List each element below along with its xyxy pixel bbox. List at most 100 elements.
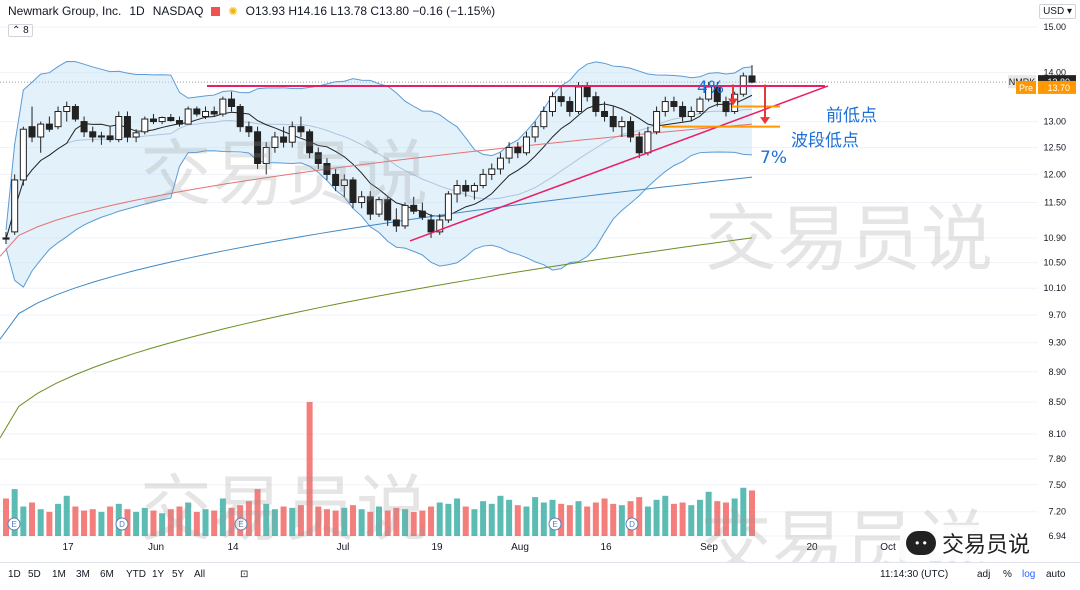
log-toggle[interactable]: log xyxy=(1022,569,1036,580)
volume-bar xyxy=(497,495,504,536)
candle xyxy=(193,108,201,115)
candle xyxy=(80,121,88,133)
volume-bar xyxy=(63,495,70,536)
candle xyxy=(314,152,322,165)
candle xyxy=(366,196,374,215)
date-range-icon[interactable]: ⊡ xyxy=(240,569,249,580)
volume-bar xyxy=(714,501,721,536)
price-tick-label: 9.30 xyxy=(1048,338,1066,348)
volume-bar xyxy=(323,509,330,536)
candle xyxy=(349,179,357,204)
pre-tag-label: Pre xyxy=(1019,83,1033,93)
clock-utc[interactable]: 11:14:30 (UTC) xyxy=(880,569,949,580)
price-tick-label: 6.94 xyxy=(1048,531,1066,541)
candle xyxy=(297,126,305,133)
candle xyxy=(210,110,218,115)
flag-icon[interactable] xyxy=(211,6,221,16)
volume-bar xyxy=(263,503,270,536)
volume-bar xyxy=(55,503,62,536)
volume-bar xyxy=(436,502,443,536)
volume-bar xyxy=(211,510,218,536)
candle xyxy=(679,106,687,118)
event-marker-label: E xyxy=(11,520,16,529)
timeframe-5y[interactable]: 5Y xyxy=(172,569,185,580)
candle xyxy=(19,128,27,181)
volume-bar xyxy=(679,502,686,536)
candle xyxy=(627,121,635,138)
candle xyxy=(175,120,183,125)
candle xyxy=(97,135,105,138)
symbol-title[interactable]: Newmark Group, Inc. xyxy=(8,4,122,18)
price-tick-label: 12.50 xyxy=(1043,142,1066,152)
price-tick-label: 12.00 xyxy=(1043,169,1066,179)
indicator-count: 8 xyxy=(23,25,29,36)
candle xyxy=(54,110,62,128)
time-tick-label: 14 xyxy=(227,542,239,553)
price-tick-label: 10.90 xyxy=(1043,233,1066,243)
time-tick-label: Oct xyxy=(880,542,896,553)
interval-label[interactable]: 1D xyxy=(129,4,145,18)
currency-selector[interactable]: USD ▾ xyxy=(1039,4,1076,19)
price-tick-label: 7.20 xyxy=(1048,507,1066,517)
time-tick-label: 17 xyxy=(62,542,74,553)
volume-bar xyxy=(46,511,53,536)
timeframe-1y[interactable]: 1Y xyxy=(152,569,165,580)
timeframe-3m[interactable]: 3M xyxy=(76,569,90,580)
volume-bar xyxy=(228,507,235,536)
candle xyxy=(618,121,626,128)
volume-bar xyxy=(419,510,426,536)
timeframe-ytd[interactable]: YTD xyxy=(126,569,146,580)
candle xyxy=(488,168,496,175)
event-marker-label: D xyxy=(629,520,635,529)
candle xyxy=(427,219,435,233)
candle xyxy=(288,126,296,143)
indicator-toggle[interactable]: ⌃ 8 xyxy=(8,24,33,37)
volume-bar xyxy=(159,513,166,536)
time-tick-label: 16 xyxy=(600,542,612,553)
price-tick-label: 9.70 xyxy=(1048,310,1066,320)
candle xyxy=(687,110,695,118)
timeframe-1d[interactable]: 1D xyxy=(8,569,21,580)
event-marker-label: E xyxy=(552,520,557,529)
timeframe-5d[interactable]: 5D xyxy=(28,569,41,580)
candle xyxy=(496,157,504,170)
candle xyxy=(384,199,392,221)
volume-bar xyxy=(341,507,348,536)
candle xyxy=(158,117,166,123)
volume-bar xyxy=(662,495,669,536)
timeframe-1m[interactable]: 1M xyxy=(52,569,66,580)
auto-toggle[interactable]: auto xyxy=(1046,569,1066,580)
candle xyxy=(71,106,79,120)
volume-bar xyxy=(514,505,521,536)
candle xyxy=(392,219,400,227)
adj-toggle[interactable]: adj xyxy=(977,569,991,580)
candle xyxy=(592,96,600,112)
volume-bar xyxy=(566,505,573,536)
market-hours-icon: ✺ xyxy=(228,5,238,18)
ma50-line xyxy=(0,123,753,257)
volume-bar xyxy=(150,510,157,536)
price-tick-label: 8.90 xyxy=(1048,367,1066,377)
event-marker-icon xyxy=(234,517,248,531)
price-tick-label: 8.50 xyxy=(1048,397,1066,407)
volume-bar xyxy=(29,502,36,536)
volume-bar xyxy=(705,491,712,536)
volume-bar xyxy=(462,506,469,536)
candle xyxy=(28,126,36,138)
volume-bar xyxy=(297,505,304,536)
volume-bar xyxy=(410,511,417,536)
candle xyxy=(401,204,409,227)
annotation-swing-low: 波段低点 xyxy=(791,131,859,151)
candle xyxy=(332,173,340,187)
wechat-label: 交易员说 xyxy=(942,532,1031,557)
volume-bar xyxy=(3,498,9,536)
candle xyxy=(2,237,10,240)
candle xyxy=(89,131,97,138)
ma200-line xyxy=(0,237,753,439)
timeframe-all[interactable]: All xyxy=(194,569,206,580)
candle xyxy=(470,185,478,192)
percent-toggle[interactable]: % xyxy=(1003,569,1012,580)
volume-bar xyxy=(384,510,391,536)
timeframe-6m[interactable]: 6M xyxy=(100,569,114,580)
